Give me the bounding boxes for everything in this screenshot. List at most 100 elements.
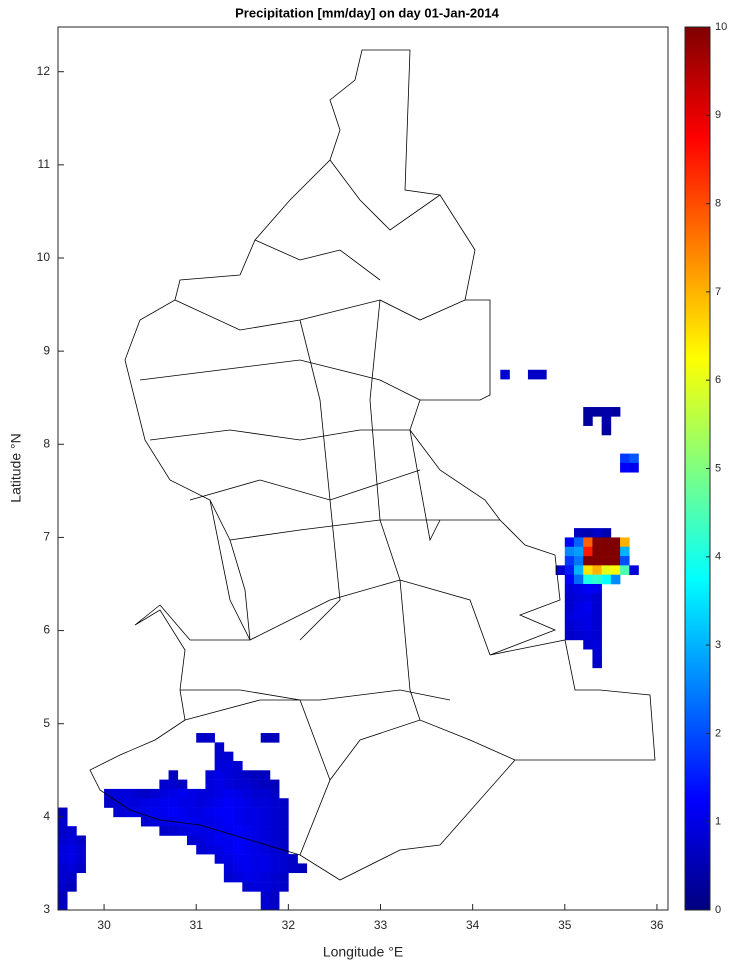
precip-cell — [205, 733, 215, 743]
precip-cell — [168, 826, 179, 836]
precip-cell — [564, 583, 575, 594]
precip-cell — [620, 453, 630, 464]
precip-cell — [58, 872, 68, 883]
precip-cell — [574, 611, 584, 622]
precip-cell — [251, 882, 262, 892]
precip-cell — [564, 574, 575, 585]
precip-cell — [223, 826, 234, 836]
precip-cell — [223, 760, 234, 771]
precip-cell — [214, 807, 225, 818]
precip-cell — [242, 770, 252, 780]
precip-cell — [592, 593, 602, 603]
precip-cell — [260, 882, 271, 892]
precip-cell — [592, 602, 602, 613]
precip-cell — [242, 835, 252, 846]
precip-cell — [76, 844, 86, 855]
precip-cell — [592, 621, 602, 631]
precip-cell — [260, 807, 271, 818]
precip-cell — [214, 835, 225, 846]
precip-cell — [610, 574, 621, 585]
precip-cell — [214, 798, 225, 808]
precip-cell — [269, 816, 280, 827]
precip-cell — [214, 779, 225, 790]
precip-cell — [620, 537, 630, 548]
precip-cell — [187, 807, 197, 818]
precip-cell — [140, 788, 151, 799]
precip-cell — [629, 565, 639, 575]
precip-cell — [260, 872, 271, 883]
precip-cell — [269, 807, 280, 818]
precip-cell — [58, 891, 68, 901]
precip-cell — [583, 565, 593, 575]
precip-cell — [233, 770, 243, 780]
precip-cell — [297, 863, 308, 874]
precip-cell — [58, 816, 68, 827]
x-ticks: 30 31 32 33 34 35 36 — [97, 904, 664, 932]
precip-cell — [279, 882, 289, 892]
precip-cell — [140, 807, 151, 818]
precip-cell — [122, 788, 133, 799]
precip-cell — [592, 630, 602, 641]
precip-cell — [131, 798, 142, 808]
precip-cell — [150, 816, 160, 827]
precip-cell — [76, 835, 86, 846]
precip-cell — [58, 863, 68, 874]
precip-cell — [574, 583, 584, 594]
precip-cell — [601, 416, 612, 426]
precip-cell — [233, 779, 243, 790]
colorbar-tick-label: 7 — [715, 286, 721, 298]
precip-cell — [260, 835, 271, 846]
precip-cell — [260, 854, 271, 864]
admin-boundaries — [89, 49, 656, 881]
precip-cell — [159, 816, 169, 827]
precip-cell — [233, 863, 243, 874]
precip-cell — [564, 602, 575, 613]
precip-cell — [574, 574, 584, 585]
precip-cell — [242, 872, 252, 883]
precip-cell — [601, 565, 612, 575]
x-tick-label: 34 — [466, 918, 480, 932]
precip-cell — [159, 788, 169, 799]
precip-cell — [223, 807, 234, 818]
precip-cell — [205, 779, 215, 790]
precip-cell — [620, 462, 630, 473]
precip-cell — [583, 407, 593, 417]
precip-cell — [242, 844, 252, 855]
precip-cell — [67, 863, 77, 874]
precip-cell — [583, 611, 593, 622]
precip-cell — [168, 798, 179, 808]
precip-cell — [574, 556, 584, 566]
precip-cell — [269, 835, 280, 846]
precip-cell — [187, 798, 197, 808]
y-tick-label: 4 — [43, 809, 50, 823]
precip-cell — [288, 854, 298, 864]
precip-cell — [223, 835, 234, 846]
precip-cell — [113, 798, 123, 808]
precip-cell — [140, 798, 151, 808]
x-tick-label: 35 — [558, 918, 572, 932]
precip-cell — [620, 556, 630, 566]
precip-cell — [279, 835, 289, 846]
precip-cell — [196, 788, 206, 799]
precip-cell — [242, 798, 252, 808]
precip-cell — [58, 835, 68, 846]
y-ticks: 3 4 5 6 7 8 9 10 11 12 — [37, 64, 64, 916]
precip-cell — [214, 751, 225, 762]
x-tick-label: 36 — [650, 918, 664, 932]
precip-cell — [242, 882, 252, 892]
precip-cell — [58, 882, 68, 892]
precip-cell — [223, 770, 234, 780]
precip-cell — [279, 863, 289, 874]
precip-cell — [251, 863, 262, 874]
precip-cell — [260, 826, 271, 836]
precip-cell — [592, 565, 602, 575]
x-tick-label: 31 — [190, 918, 204, 932]
precip-cell — [58, 854, 68, 864]
precip-cell — [251, 798, 262, 808]
precip-cell — [140, 816, 151, 827]
colorbar-tick-label: 10 — [715, 21, 727, 33]
y-tick-label: 5 — [43, 716, 50, 730]
precip-cell — [251, 816, 262, 827]
precip-cell — [223, 844, 234, 855]
